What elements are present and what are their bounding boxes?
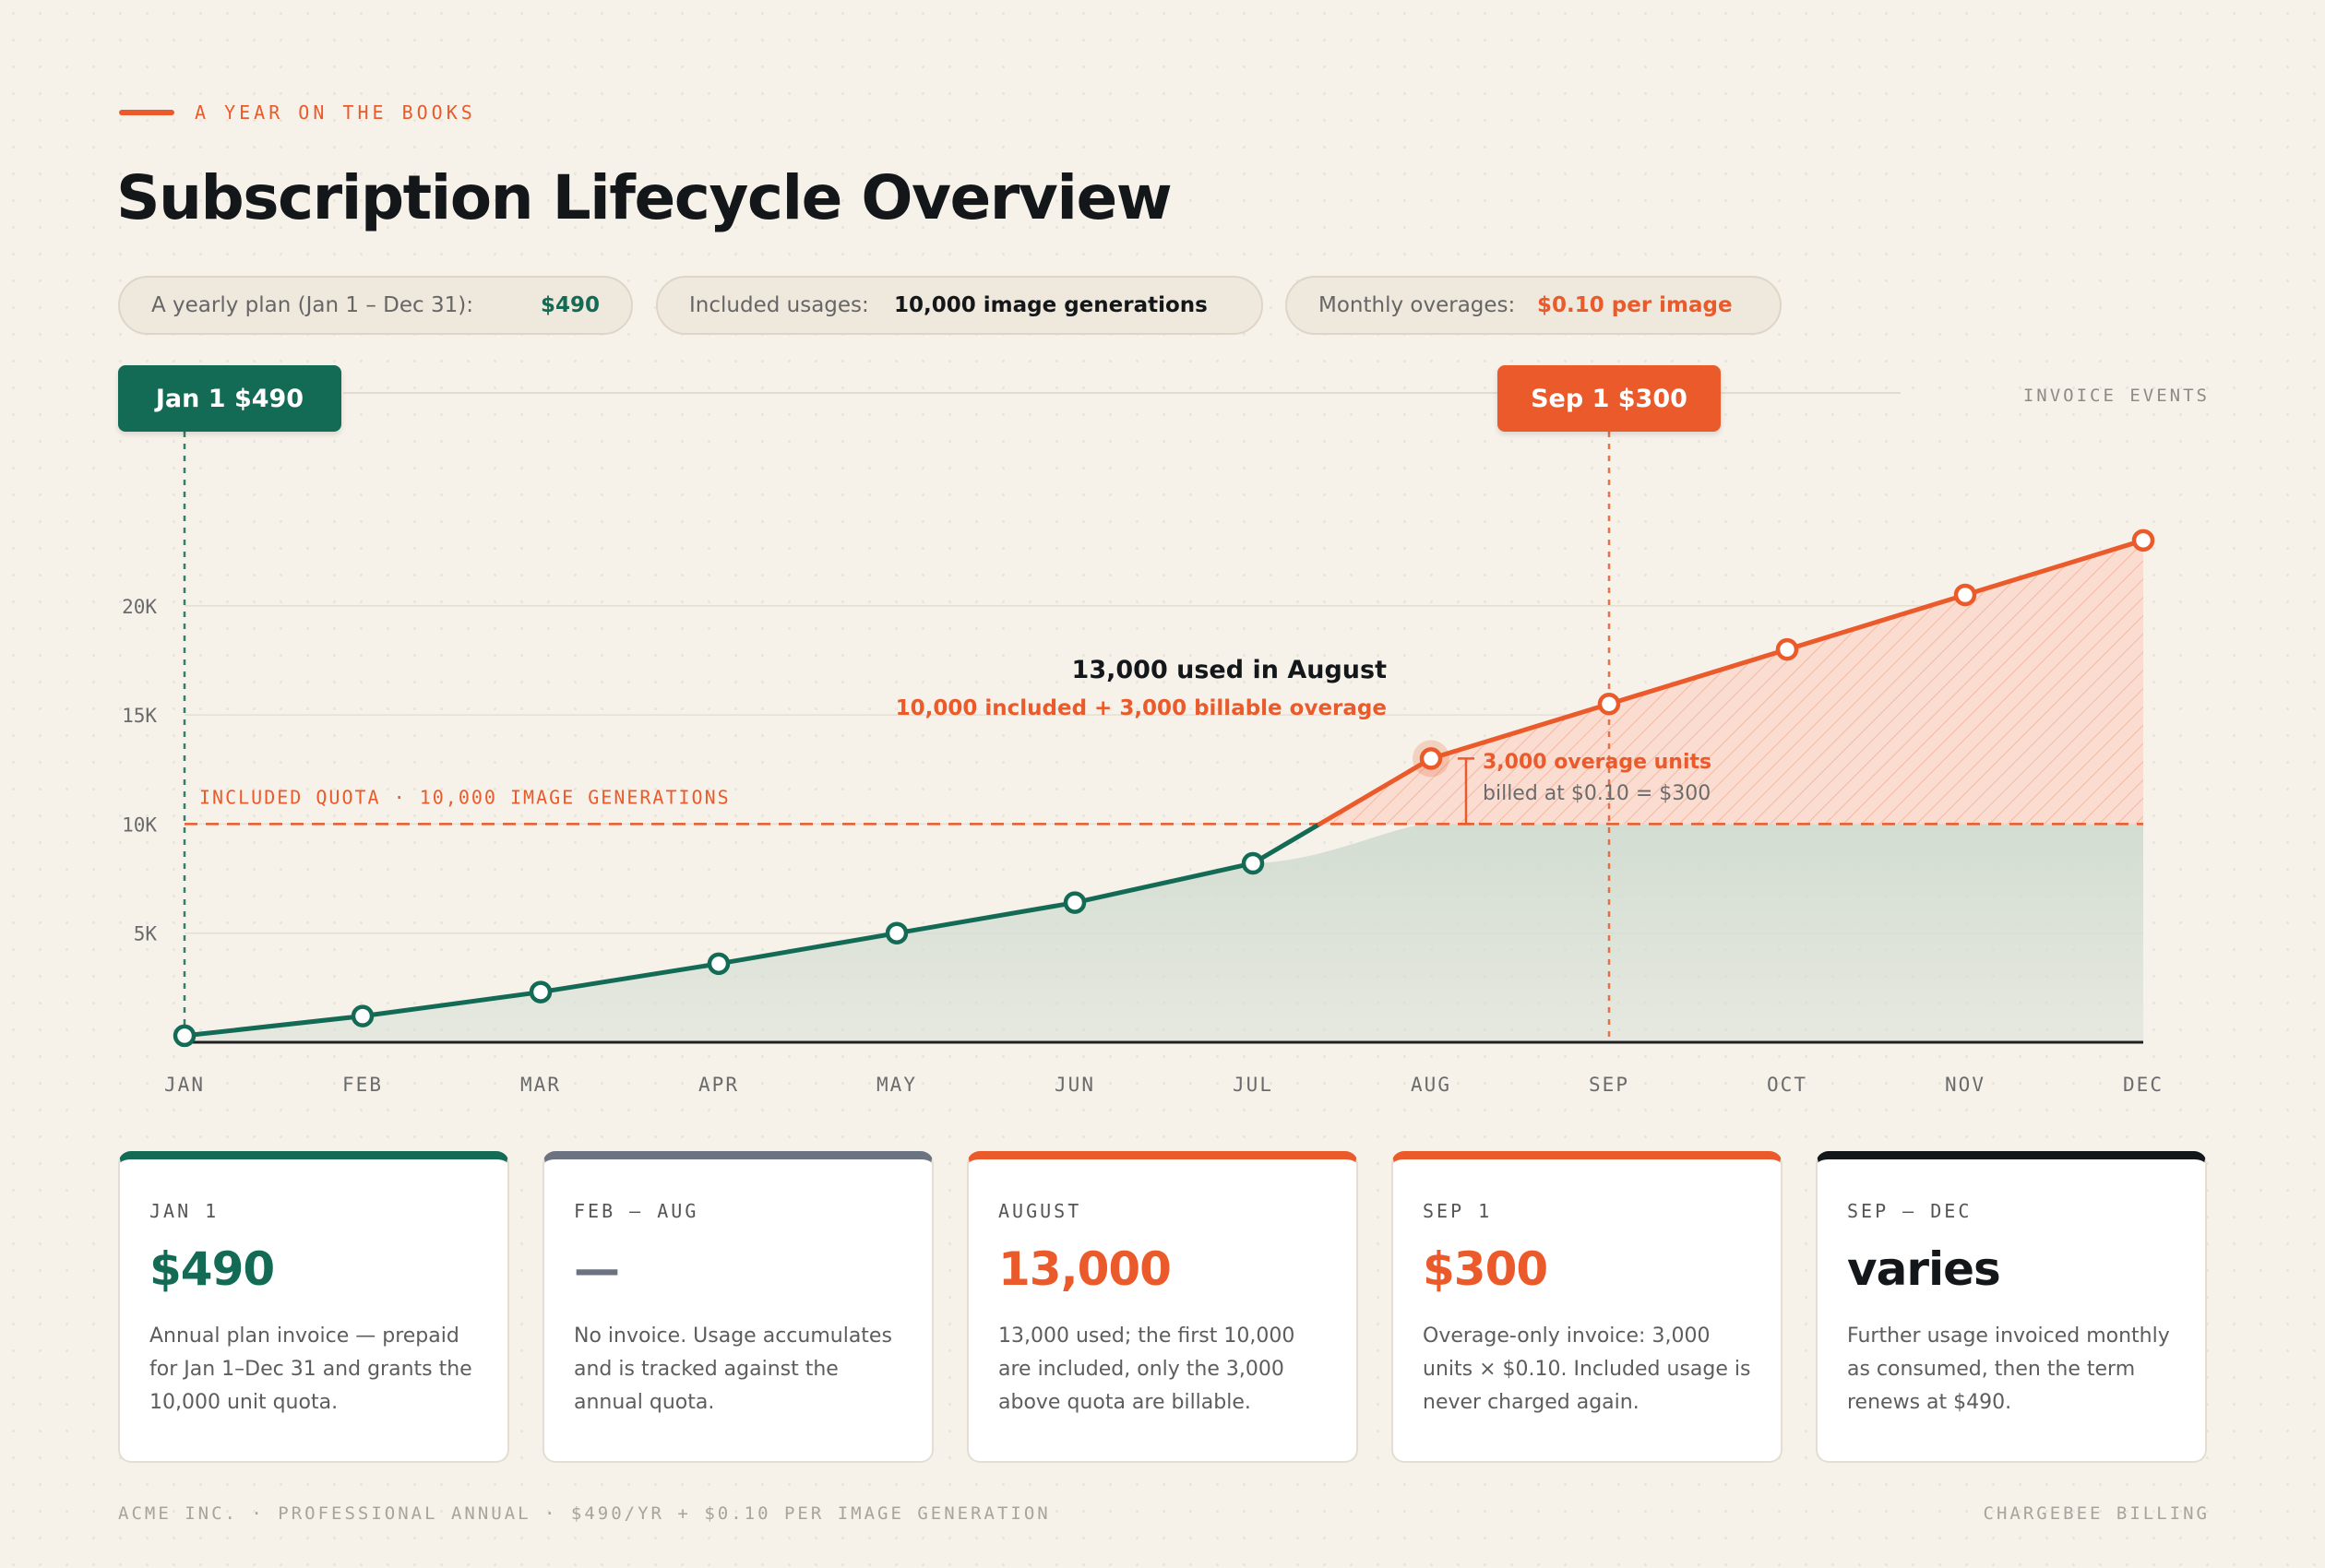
included-usage-line — [182, 821, 1322, 1039]
overage-pill-value: $0.10 per image — [1537, 293, 1733, 317]
card-description: Overage-only invoice: 3,000 units × $0.1… — [1423, 1324, 1751, 1414]
x-tick-label: FEB — [342, 1074, 383, 1096]
usage-chart: INCLUDED QUOTA · 10,000 IMAGE GENERATION… — [122, 392, 2164, 1096]
card-value: — — [574, 1242, 620, 1296]
card-feb-aug: FEB – AUG — No invoice. Usage accumulate… — [542, 1151, 934, 1463]
y-tick-label: 15K — [122, 705, 157, 727]
overage-pill: Monthly overages: $0.10 per image — [1285, 276, 1782, 335]
card-sep-1: SEP 1 $300 Overage-only invoice: 3,000 u… — [1391, 1151, 1782, 1463]
data-point-dec — [2131, 529, 2155, 552]
card-label: SEP 1 — [1423, 1200, 1493, 1222]
card-description: Annual plan invoice — prepaid for Jan 1–… — [149, 1324, 472, 1414]
x-tick-label: AUG — [1411, 1074, 1451, 1096]
card-label: AUGUST — [998, 1200, 1082, 1222]
included-usage-area — [185, 824, 2143, 1042]
card-sep-dec: SEP – DEC varies Further usage invoiced … — [1816, 1151, 2207, 1463]
usage-pill-value: 10,000 image generations — [894, 293, 1208, 317]
eyebrow-text: A YEAR ON THE BOOKS — [195, 101, 476, 124]
x-tick-label: OCT — [1767, 1074, 1807, 1096]
overage-usage-area — [1319, 540, 2143, 825]
data-point-oct — [1775, 637, 1799, 661]
footer-plan-summary: ACME INC. · PROFESSIONAL ANNUAL · $490/Y… — [118, 1503, 1051, 1524]
card-jan-1: JAN 1 $490 Annual plan invoice — prepaid… — [118, 1151, 509, 1463]
sep-invoice-badge: Sep 1 $300 — [1497, 365, 1721, 432]
timeline-cards: JAN 1 $490 Annual plan invoice — prepaid… — [118, 1151, 2209, 1463]
data-point-feb — [351, 1004, 375, 1028]
data-point-jul — [1241, 851, 1265, 875]
jan-invoice-badge: Jan 1 $490 — [118, 365, 341, 432]
plan-pill-value: $490 — [541, 293, 601, 317]
card-label: SEP – DEC — [1847, 1200, 1973, 1222]
x-tick-label: APR — [698, 1074, 739, 1096]
eyebrow-accent-bar — [119, 110, 174, 115]
card-description: 13,000 used; the first 10,000 are includ… — [998, 1324, 1295, 1414]
usage-pill: Included usages: 10,000 image generation… — [656, 276, 1263, 335]
card-description: No invoice. Usage accumulates and is tra… — [574, 1324, 892, 1414]
data-point-apr — [707, 952, 731, 976]
y-tick-label: 5K — [134, 923, 158, 945]
x-tick-label: NOV — [1945, 1074, 1985, 1096]
overage-note-detail: billed at $0.10 = $300 — [1483, 782, 1711, 805]
x-tick-label: SEP — [1589, 1074, 1629, 1096]
overage-note-title: 3,000 overage units — [1483, 751, 1711, 774]
y-tick-label: 10K — [122, 814, 157, 836]
quota-label: INCLUDED QUOTA · 10,000 IMAGE GENERATION… — [199, 786, 731, 808]
card-value: $490 — [149, 1242, 275, 1296]
x-tick-label: MAR — [520, 1074, 561, 1096]
callout-subtitle: 10,000 included + 3,000 billable overage — [896, 696, 1387, 720]
overage-usage-line — [1317, 538, 2146, 826]
invoice-events-label: INVOICE EVENTS — [2022, 386, 2210, 406]
page-title: Subscription Lifecycle Overview — [116, 162, 1173, 233]
plan-pill-label: A yearly plan (Jan 1 – Dec 31): — [151, 293, 473, 317]
data-point-sep — [1597, 693, 1621, 716]
x-tick-label: MAY — [876, 1074, 917, 1096]
eyebrow: A YEAR ON THE BOOKS — [119, 101, 476, 124]
card-value: $300 — [1423, 1242, 1548, 1296]
plan-pill: A yearly plan (Jan 1 – Dec 31): $490 — [118, 276, 633, 335]
card-august: AUGUST 13,000 13,000 used; the first 10,… — [967, 1151, 1358, 1463]
y-tick-label: 20K — [122, 596, 157, 618]
data-point-jun — [1063, 891, 1087, 914]
usage-chart-svg: INCLUDED QUOTA · 10,000 IMAGE GENERATION… — [122, 392, 2164, 1096]
card-label: JAN 1 — [149, 1200, 220, 1222]
x-tick-label: DEC — [2123, 1074, 2164, 1096]
card-value: 13,000 — [998, 1242, 1172, 1296]
x-tick-label: JAN — [164, 1074, 205, 1096]
overage-pill-label: Monthly overages: — [1318, 293, 1516, 317]
data-point-nov — [1953, 583, 1977, 607]
data-point-may — [885, 921, 909, 944]
x-tick-label: JUL — [1233, 1074, 1273, 1096]
card-label: FEB – AUG — [574, 1200, 699, 1222]
footer-brand: CHARGEBEE BILLING — [1983, 1503, 2210, 1524]
usage-pill-label: Included usages: — [689, 293, 869, 317]
data-point-jan — [173, 1024, 197, 1048]
card-value: varies — [1847, 1242, 2001, 1296]
callout-title: 13,000 used in August — [1072, 656, 1388, 684]
card-description: Further usage invoiced monthly as consum… — [1847, 1324, 2170, 1414]
data-point-aug — [1419, 747, 1443, 770]
x-tick-label: JUN — [1055, 1074, 1095, 1096]
data-point-mar — [529, 980, 553, 1004]
